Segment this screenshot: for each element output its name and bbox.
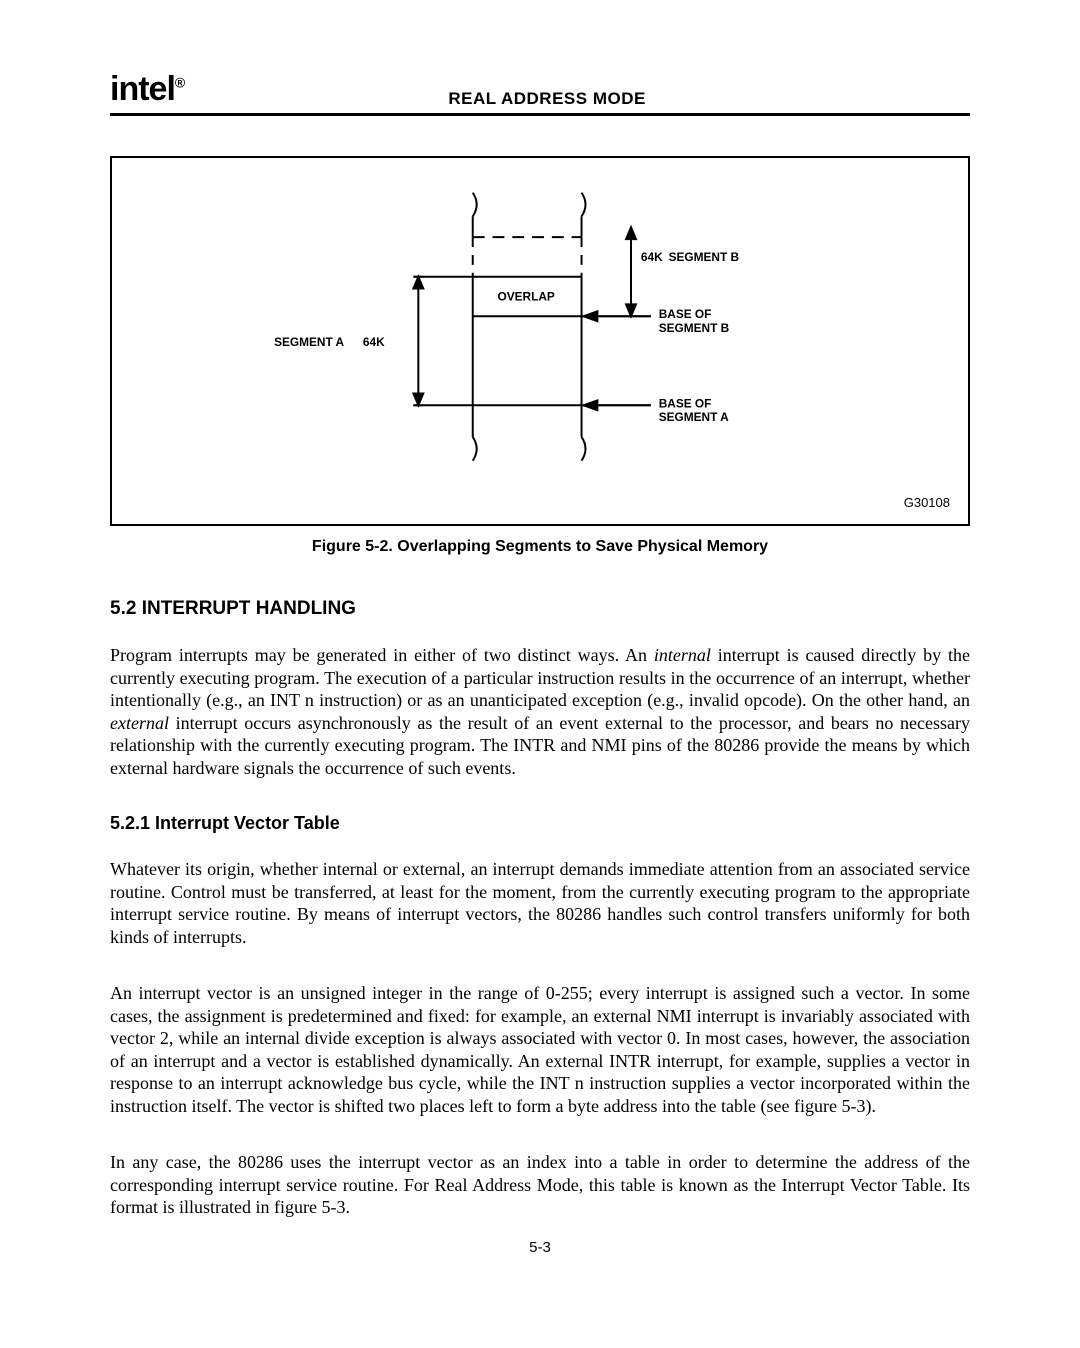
label-segment-a: SEGMENT A (274, 335, 344, 349)
header: intel® REAL ADDRESS MODE (110, 70, 970, 116)
label-base-a1: BASE OF (659, 396, 712, 410)
heading-5-2: 5.2 INTERRUPT HANDLING (110, 598, 970, 620)
p1-d: external (110, 713, 169, 733)
para-5-2-1: Program interrupts may be generated in e… (110, 644, 970, 779)
heading-5-2-1: 5.2.1 Interrupt Vector Table (110, 813, 970, 834)
p1-b: internal (654, 645, 711, 665)
label-base-a2: SEGMENT A (659, 410, 729, 424)
header-title: REAL ADDRESS MODE (184, 89, 910, 109)
figure-5-2: SEGMENT A 64K OVERLAP 64K SEGMENT B BASE… (110, 156, 970, 526)
figure-caption: Figure 5-2. Overlapping Segments to Save… (110, 538, 970, 556)
label-overlap: OVERLAP (497, 289, 554, 303)
para-5-2-1-c: In any case, the 80286 uses the interrup… (110, 1151, 970, 1219)
label-base-b1: BASE OF (659, 307, 712, 321)
label-64k-a: 64K (363, 335, 385, 349)
page-number: 5-3 (110, 1239, 970, 1256)
figure-code-id: G30108 (904, 495, 950, 510)
label-base-b2: SEGMENT B (659, 321, 730, 335)
para-5-2-1-a: Whatever its origin, whether internal or… (110, 858, 970, 948)
label-64k-b: 64K (641, 250, 663, 264)
p1-e: interrupt occurs asynchronously as the r… (110, 713, 970, 778)
intel-logo: intel® (110, 70, 184, 109)
overlap-diagram: SEGMENT A 64K OVERLAP 64K SEGMENT B BASE… (112, 158, 968, 524)
para-5-2-1-b: An interrupt vector is an unsigned integ… (110, 982, 970, 1117)
label-segment-b: SEGMENT B (669, 250, 740, 264)
page: intel® REAL ADDRESS MODE (0, 0, 1080, 1296)
p1-a: Program interrupts may be generated in e… (110, 645, 654, 665)
